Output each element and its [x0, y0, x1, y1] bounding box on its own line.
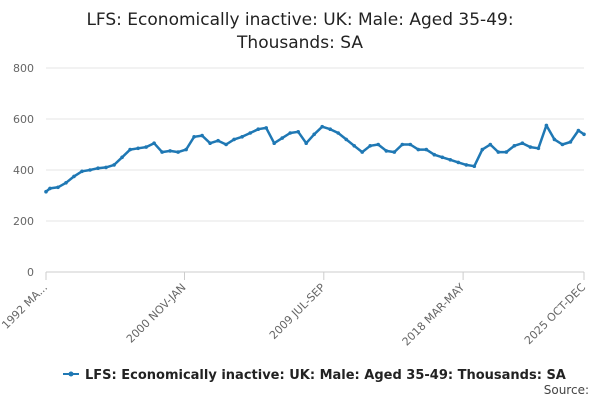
data-point[interactable]: [280, 136, 285, 140]
data-point[interactable]: [448, 158, 453, 162]
legend[interactable]: LFS: Economically inactive: UK: Male: Ag…: [63, 368, 566, 383]
data-point[interactable]: [488, 142, 493, 147]
data-point[interactable]: [544, 123, 549, 128]
data-point[interactable]: [232, 137, 236, 142]
data-point[interactable]: [472, 164, 477, 168]
data-point[interactable]: [120, 155, 124, 160]
data-point[interactable]: [464, 163, 469, 167]
data-point[interactable]: [384, 149, 389, 153]
data-point[interactable]: [336, 131, 341, 135]
x-tick-label: 2025 OCT-DEC: [522, 281, 588, 347]
data-point[interactable]: [200, 133, 204, 138]
data-point[interactable]: [416, 147, 421, 152]
data-point[interactable]: [528, 145, 533, 149]
data-point[interactable]: [240, 135, 244, 139]
data-point[interactable]: [88, 168, 92, 172]
data-point[interactable]: [344, 137, 349, 142]
data-point[interactable]: [80, 169, 84, 174]
data-point[interactable]: [176, 150, 180, 154]
y-tick-label: 200: [13, 215, 34, 228]
data-point[interactable]: [352, 144, 357, 148]
data-point[interactable]: [312, 132, 317, 137]
data-point[interactable]: [184, 147, 188, 152]
data-point[interactable]: [248, 131, 252, 135]
data-point[interactable]: [296, 130, 301, 134]
data-point[interactable]: [96, 166, 100, 170]
data-point[interactable]: [552, 137, 557, 142]
y-axis-ticks: 0 200 400 600 800: [13, 62, 34, 279]
data-point[interactable]: [568, 140, 573, 144]
data-point[interactable]: [496, 150, 501, 154]
data-point[interactable]: [400, 142, 405, 147]
chart-title-line-1: LFS: Economically inactive: UK: Male: Ag…: [86, 10, 513, 30]
grid-layer: [46, 67, 584, 273]
data-point[interactable]: [104, 165, 108, 170]
data-point[interactable]: [288, 131, 293, 135]
data-point[interactable]: [152, 141, 156, 145]
data-point[interactable]: [216, 138, 220, 143]
data-point[interactable]: [264, 126, 269, 130]
y-tick-label: 0: [27, 266, 34, 279]
data-point[interactable]: [536, 146, 541, 151]
data-point[interactable]: [392, 150, 397, 154]
data-point[interactable]: [424, 147, 429, 152]
data-point[interactable]: [408, 142, 413, 147]
data-point[interactable]: [432, 152, 437, 157]
data-point[interactable]: [56, 185, 60, 190]
data-point[interactable]: [256, 127, 261, 131]
data-point[interactable]: [582, 132, 586, 137]
data-point[interactable]: [44, 189, 48, 194]
data-point[interactable]: [480, 147, 485, 152]
x-tick-label: 2018 MAR-MAY: [400, 281, 468, 349]
data-point[interactable]: [440, 155, 445, 160]
data-point[interactable]: [64, 181, 68, 185]
data-point[interactable]: [368, 144, 373, 148]
data-point[interactable]: [320, 124, 325, 129]
data-point[interactable]: [128, 147, 132, 152]
x-tick-label: 2000 NOV-JAN: [124, 281, 189, 346]
data-point[interactable]: [304, 141, 309, 145]
legend-label: LFS: Economically inactive: UK: Male: Ag…: [85, 368, 566, 383]
data-point[interactable]: [504, 150, 509, 154]
data-point[interactable]: [144, 145, 148, 149]
y-tick-label: 800: [13, 62, 34, 75]
data-point[interactable]: [560, 142, 565, 147]
data-point[interactable]: [168, 149, 172, 153]
legend-marker-swatch: [68, 371, 74, 377]
data-point[interactable]: [192, 135, 196, 139]
data-point[interactable]: [520, 141, 525, 145]
data-point[interactable]: [160, 150, 164, 154]
data-point[interactable]: [456, 160, 461, 165]
data-point[interactable]: [112, 163, 116, 167]
data-point[interactable]: [72, 174, 76, 179]
data-point[interactable]: [208, 141, 212, 145]
data-point[interactable]: [576, 128, 581, 133]
data-point[interactable]: [48, 186, 52, 191]
y-tick-label: 600: [13, 113, 34, 126]
x-tick-label: 2009 JUL-SEP: [267, 281, 328, 342]
source-label[interactable]: Source:: [544, 383, 589, 397]
data-point[interactable]: [328, 127, 333, 131]
chart-title-line-2: Thousands: SA: [236, 33, 363, 53]
series-layer: [44, 123, 586, 194]
data-point[interactable]: [224, 142, 228, 147]
data-point[interactable]: [272, 141, 277, 145]
y-tick-label: 400: [13, 164, 34, 177]
data-point[interactable]: [512, 144, 517, 148]
x-axis-ticks: 1992 MA... 2000 NOV-JAN 2009 JUL-SEP 2018 M…: [0, 272, 588, 349]
data-point[interactable]: [376, 142, 381, 147]
data-point[interactable]: [360, 150, 365, 154]
data-point[interactable]: [136, 146, 140, 151]
x-tick-label: 1992 MA...: [0, 281, 50, 332]
